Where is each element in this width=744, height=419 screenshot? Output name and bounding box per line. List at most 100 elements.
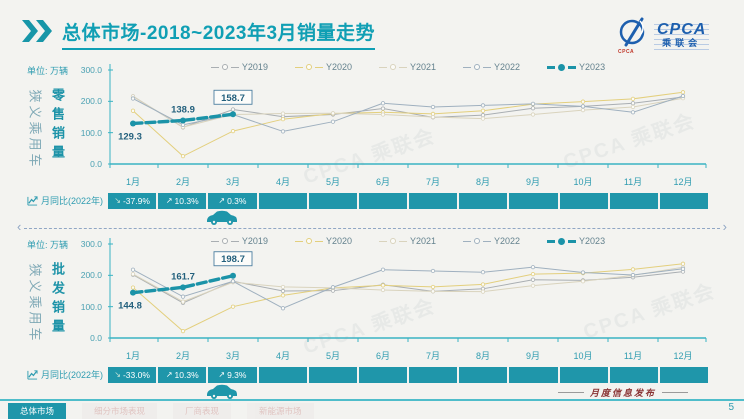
x-tick-label: 12月 <box>673 351 693 361</box>
yoy-cell: ↘ -33.0% <box>108 366 157 383</box>
x-axis-labels: 1月 2月 3月 4月 5月 6月 7月 8月 9月 10月 11月 12月 <box>108 349 708 362</box>
yoy-cells: ↘ -37.9% ↗ 10.3% ↗ 0.3% <box>108 192 708 209</box>
trend-up-icon: ↗ <box>165 196 173 205</box>
yoy-label: 月同比(2022年) <box>27 368 108 381</box>
yoy-cell <box>659 366 708 383</box>
car-icon <box>205 383 239 405</box>
x-tick-label: 3月 <box>225 351 240 361</box>
retail-chart-section: 单位: 万辆 狭义乘用车 零售销量 300.0 200.0 100.0 0.0 Y20… <box>0 62 744 232</box>
yoy-cell <box>308 192 357 209</box>
trend-down-icon: ↘ <box>114 370 121 379</box>
legend-item-y2020: Y2020 <box>294 236 352 246</box>
logo-brand-text: CPCA <box>657 21 707 38</box>
legend-item-y2022: Y2022 <box>463 62 520 72</box>
y-tick-label: 0.0 <box>90 333 102 343</box>
line-chart-icon <box>27 196 38 206</box>
y-tick-label: 0.0 <box>90 159 102 169</box>
x-tick-label: 8月 <box>475 351 490 361</box>
tab-nev-market[interactable]: 新能源市场 <box>247 403 314 419</box>
chart-legend: Y2019 Y2020 Y2021 Y2022 Y2023 <box>108 62 708 72</box>
x-tick-label: 2月 <box>175 351 190 361</box>
tab-manufacturer[interactable]: 厂商表现 <box>173 403 232 419</box>
x-tick-label: 7月 <box>425 177 440 187</box>
x-tick-label: 6月 <box>375 177 390 187</box>
trend-up-icon: ↗ <box>218 370 226 379</box>
svg-text:144.8: 144.8 <box>118 301 142 312</box>
trend-down-icon: ↘ <box>114 196 121 205</box>
double-chevron-right-icon <box>22 20 54 47</box>
x-tick-label: 5月 <box>325 177 340 187</box>
car-icon <box>205 209 239 231</box>
y-tick-label: 200.0 <box>80 270 102 281</box>
x-tick-label: 9月 <box>525 177 540 187</box>
x-tick-label: 7月 <box>425 351 440 361</box>
line-chart-icon <box>27 370 38 380</box>
yoy-cell <box>258 192 307 209</box>
svg-text:161.7: 161.7 <box>171 271 195 282</box>
x-tick-label: 8月 <box>475 177 490 187</box>
y-tick-label: 100.0 <box>80 301 102 312</box>
wholesale-trend-chart: 144.8 161.7 198.7 <box>108 236 708 344</box>
x-tick-label: 6月 <box>375 351 390 361</box>
y-tick-label: 300.0 <box>80 65 102 75</box>
page-title: 总体市场-2018~2023年3月销量走势 <box>62 18 376 50</box>
x-tick-label: 3月 <box>225 177 240 187</box>
trend-up-icon: ↗ <box>165 370 173 379</box>
yoy-cell <box>459 192 508 209</box>
tab-overall-market[interactable]: 总体市场 <box>8 403 67 419</box>
yoy-cells: ↘ -33.0% ↗ 10.3% ↗ 9.3% <box>108 366 708 383</box>
legend-item-y2021: Y2021 <box>378 236 436 246</box>
retail-trend-chart: 129.3 138.9 158.7 <box>108 62 708 170</box>
legend-item-y2022: Y2022 <box>463 236 520 246</box>
yoy-cell: ↗ 0.3% <box>208 192 257 209</box>
x-tick-label: 4月 <box>275 177 290 187</box>
header: 总体市场-2018~2023年3月销量走势 CPCA CPCA 乘联会 <box>22 14 726 58</box>
x-tick-label: 11月 <box>623 351 643 361</box>
yoy-cell: ↘ -37.9% <box>108 192 157 209</box>
y-axis-labels: 300.0 200.0 100.0 0.0 <box>68 236 104 344</box>
metric-label-vertical: 零售销量 <box>50 88 65 164</box>
x-tick-label: 5月 <box>325 351 340 361</box>
x-tick-label: 11月 <box>623 177 643 187</box>
yoy-cell: ↗ 10.3% <box>158 192 207 209</box>
x-tick-label: 12月 <box>673 177 693 187</box>
y-tick-label: 100.0 <box>80 127 102 138</box>
yoy-cell <box>358 366 407 383</box>
category-label-vertical: 狭义乘用车 <box>27 89 43 170</box>
logo-caption: CPCA <box>618 49 635 55</box>
legend-item-y2019: Y2019 <box>210 62 268 72</box>
svg-text:158.7: 158.7 <box>221 93 245 104</box>
svg-text:129.3: 129.3 <box>118 131 142 142</box>
metric-label-vertical: 批发销量 <box>50 262 65 338</box>
yoy-cell: ↗ 9.3% <box>208 366 257 383</box>
section-divider <box>17 219 727 234</box>
yoy-cell <box>459 366 508 383</box>
logo-org-text: 乘联会 <box>662 38 702 48</box>
trend-up-icon: ↗ <box>218 196 226 205</box>
unit-label: 单位: 万辆 <box>27 240 69 250</box>
yoy-cell <box>559 366 608 383</box>
y-tick-label: 300.0 <box>80 239 102 249</box>
yoy-cell <box>409 366 458 383</box>
cpca-logo: CPCA CPCA 乘联会 <box>616 14 726 56</box>
unit-label: 单位: 万辆 <box>27 66 69 76</box>
release-stamp: 月度信息发布 <box>558 386 688 399</box>
legend-item-y2020: Y2020 <box>294 62 352 72</box>
page-number: 5 <box>728 402 734 413</box>
chart-legend: Y2019 Y2020 Y2021 Y2022 Y2023 <box>108 236 708 246</box>
cpca-swoosh-icon: CPCA <box>616 17 650 55</box>
legend-item-y2023: Y2023 <box>547 236 605 246</box>
svg-text:138.9: 138.9 <box>171 104 195 115</box>
yoy-cell <box>409 192 458 209</box>
yoy-cell <box>258 366 307 383</box>
yoy-stat-row: 月同比(2022年) ↘ -37.9% ↗ 10.3% ↗ 0.3% <box>27 192 710 209</box>
yoy-cell: ↗ 10.3% <box>158 366 207 383</box>
yoy-cell <box>509 366 558 383</box>
yoy-cell <box>659 192 708 209</box>
yoy-cell <box>609 192 658 209</box>
category-label-vertical: 狭义乘用车 <box>27 263 43 344</box>
x-axis-labels: 1月 2月 3月 4月 5月 6月 7月 8月 9月 10月 11月 12月 <box>108 175 708 188</box>
y-tick-label: 200.0 <box>80 96 102 107</box>
legend-item-y2023: Y2023 <box>547 62 605 72</box>
tab-segment-market[interactable]: 细分市场表现 <box>82 403 158 419</box>
